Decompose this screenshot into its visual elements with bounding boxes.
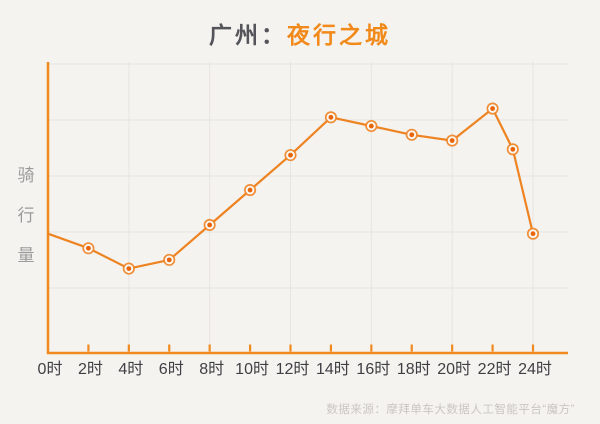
data-point-dot <box>510 146 516 152</box>
x-tick-label: 6时 <box>159 360 184 378</box>
x-tick-label: 8时 <box>199 360 224 378</box>
data-point-dot <box>126 266 132 272</box>
data-point-dot <box>86 245 91 251</box>
y-axis-label-char: 行 <box>17 206 35 225</box>
x-tick-label: 2时 <box>78 360 103 378</box>
data-line <box>46 107 535 270</box>
data-point-dot <box>247 187 253 193</box>
x-tick-label: 24时 <box>518 360 552 378</box>
data-point-dot <box>409 132 415 138</box>
y-axis-label-char: 骑 <box>17 166 35 185</box>
x-tick-label: 0时 <box>38 360 63 378</box>
x-tick-label: 12时 <box>276 360 310 378</box>
x-tick-label: 20时 <box>437 360 471 378</box>
y-axis-label-char: 量 <box>17 246 35 265</box>
data-point-dot <box>368 123 374 129</box>
x-tick-label: 10时 <box>235 360 269 378</box>
data-point-dot <box>530 231 536 237</box>
data-point-dot <box>328 114 334 120</box>
data-point-dot <box>207 222 213 228</box>
x-tick-label: 22时 <box>478 360 512 378</box>
data-point-dot <box>490 106 495 111</box>
chart-title: 广州：夜行之城 <box>0 16 600 50</box>
data-source-note: 数据来源：摩拜单车大数据人工智能平台“魔方” <box>326 404 575 416</box>
x-tick-label: 18时 <box>397 360 431 378</box>
data-point-dot <box>288 152 293 158</box>
chart-title-city: 广州： <box>209 22 287 48</box>
chart-title-highlight: 夜行之城 <box>287 22 391 48</box>
x-tick-label: 4时 <box>118 360 143 378</box>
data-point-dot <box>449 138 455 143</box>
x-tick-label: 14时 <box>316 360 350 378</box>
x-tick-label: 16时 <box>356 360 390 378</box>
data-point-dot <box>166 257 172 263</box>
y-axis-label: 骑 行 量 <box>15 161 37 266</box>
